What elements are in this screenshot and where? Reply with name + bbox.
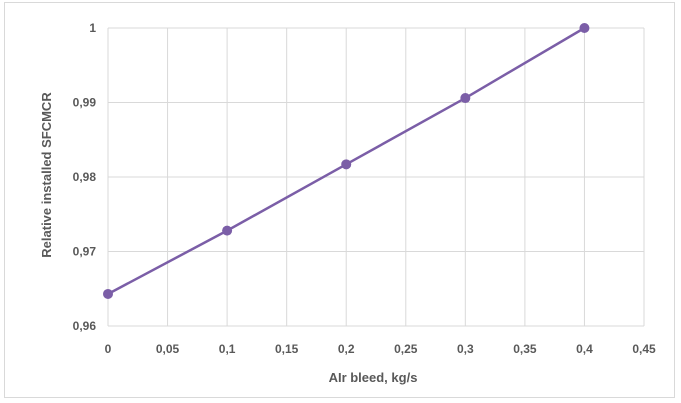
x-tick-label: 0,05 [156, 342, 180, 356]
data-point [579, 23, 590, 33]
x-tick-label: 0,4 [576, 342, 593, 356]
data-point [222, 225, 233, 236]
data-point [460, 93, 471, 104]
y-tick-label: 0,97 [73, 245, 97, 259]
data-point [341, 159, 352, 170]
x-tick-label: 0,2 [338, 342, 355, 356]
y-tick-label: 1 [89, 21, 96, 35]
x-axis-title: AIr bleed, kg/s [329, 370, 418, 385]
x-tick-label: 0,45 [632, 342, 656, 356]
series-layer [103, 23, 590, 299]
x-tick-label: 0 [105, 342, 112, 356]
x-tick-label: 0,3 [457, 342, 474, 356]
y-tick-label: 0,99 [73, 96, 97, 110]
y-tick-label: 0,98 [73, 170, 97, 184]
x-tick-labels: 0 0,05 0,1 0,15 0,2 0,25 0,3 0,35 0,4 0,45 [105, 342, 656, 356]
y-tick-labels: 0,96 0,97 0,98 0,99 1 [73, 21, 97, 333]
x-tick-label: 0,35 [513, 342, 537, 356]
chart-frame [4, 2, 675, 398]
y-tick-label: 0,96 [73, 319, 97, 333]
x-tick-label: 0,1 [219, 342, 236, 356]
data-point [103, 288, 113, 299]
grid-lines [107, 27, 645, 327]
x-tick-label: 0,25 [394, 342, 418, 356]
y-axis-title: Relative installed SFCMCR [39, 92, 54, 258]
x-tick-label: 0,15 [275, 342, 299, 356]
